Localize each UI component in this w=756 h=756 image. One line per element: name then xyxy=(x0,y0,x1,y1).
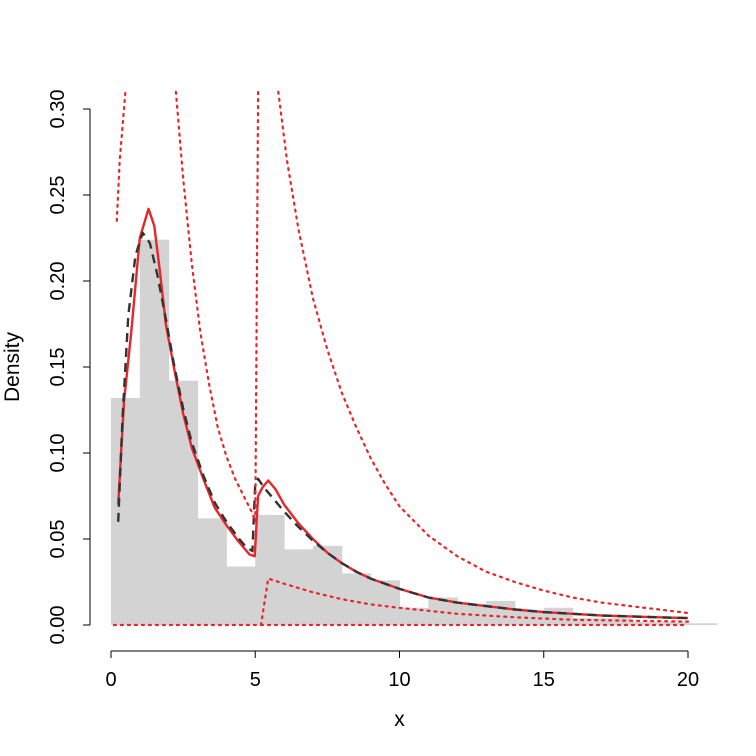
histogram-bar xyxy=(111,397,141,625)
histogram-bar xyxy=(486,600,516,625)
dotted-density-line xyxy=(115,90,127,222)
x-tick-label: 0 xyxy=(105,669,116,691)
histogram-bar xyxy=(543,607,574,625)
y-axis-title: Density xyxy=(1,331,24,402)
histogram-bar xyxy=(197,518,227,625)
histogram-bar xyxy=(630,621,660,625)
density-lines xyxy=(112,90,690,627)
x-tick-label: 20 xyxy=(677,669,699,691)
dotted-density-line xyxy=(277,90,690,615)
y-tick-label: 0.10 xyxy=(47,434,69,473)
histogram-bar xyxy=(139,239,170,625)
y-tick-label: 0.25 xyxy=(47,176,69,215)
x-axis-ticks: 0 5 10 15 20 xyxy=(105,651,699,691)
histogram-bar xyxy=(514,611,545,625)
y-tick-label: 0.20 xyxy=(47,262,69,301)
x-axis-title: x xyxy=(394,708,405,731)
y-tick-label: 0.15 xyxy=(47,348,69,387)
histogram-bar xyxy=(312,545,343,625)
y-axis-ticks: 0.00 0.05 0.10 0.15 0.20 0.25 0.30 xyxy=(47,90,90,645)
histogram-bars xyxy=(111,239,718,625)
y-tick-label: 0.05 xyxy=(47,520,69,559)
histogram-bar xyxy=(688,623,718,625)
histogram-bar xyxy=(659,621,689,625)
x-tick-label: 15 xyxy=(533,669,555,691)
x-tick-label: 10 xyxy=(388,669,410,691)
y-tick-label: 0.30 xyxy=(47,90,69,129)
y-tick-label: 0.00 xyxy=(47,606,69,645)
histogram-bar xyxy=(255,514,285,625)
histogram-bar xyxy=(572,618,602,625)
x-tick-label: 5 xyxy=(250,669,261,691)
histogram-bar xyxy=(168,380,199,625)
histogram-bar xyxy=(226,566,256,625)
dashed-density-line xyxy=(117,231,689,620)
histogram-bar xyxy=(399,607,429,625)
